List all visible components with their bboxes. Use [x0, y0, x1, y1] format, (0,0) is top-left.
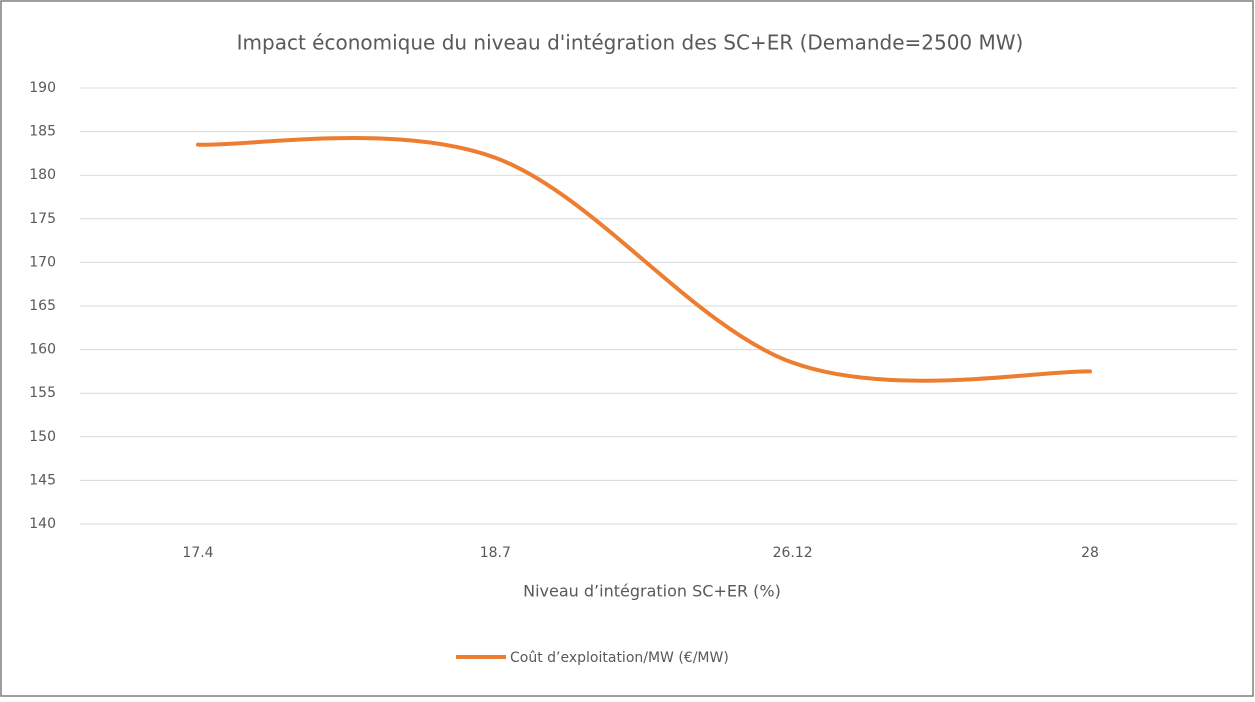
- legend-label: Coût d’exploitation/MW (€/MW): [510, 650, 729, 666]
- y-tick-label: 180: [29, 167, 56, 183]
- y-tick-label: 155: [29, 385, 56, 401]
- x-tick-label: 17.4: [182, 545, 213, 561]
- y-tick-label: 160: [29, 342, 56, 358]
- y-tick-label: 140: [29, 516, 56, 532]
- y-tick-label: 175: [29, 211, 56, 227]
- y-tick-label: 170: [29, 254, 56, 270]
- x-tick-label: 18.7: [480, 545, 511, 561]
- x-tick-label: 28: [1081, 545, 1099, 561]
- y-tick-label: 145: [29, 472, 56, 488]
- chart-title: Impact économique du niveau d'intégratio…: [237, 31, 1024, 55]
- y-tick-label: 185: [29, 124, 56, 140]
- x-tick-label: 26.12: [773, 545, 813, 561]
- y-tick-label: 190: [29, 80, 56, 96]
- x-axis-title: Niveau d’intégration SC+ER (%): [523, 582, 781, 601]
- y-tick-label: 150: [29, 429, 56, 445]
- line-series: [196, 136, 1092, 383]
- y-tick-label: 165: [29, 298, 56, 314]
